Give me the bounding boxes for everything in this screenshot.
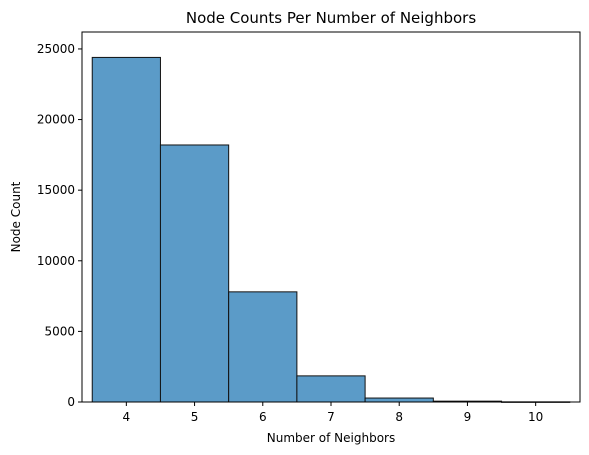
chart-title: Node Counts Per Number of Neighbors xyxy=(186,9,476,27)
x-axis-label: Number of Neighbors xyxy=(267,431,395,445)
bar-8 xyxy=(364,397,434,403)
bar-5 xyxy=(159,144,230,403)
x-tick-label: 6 xyxy=(259,410,267,424)
y-tick-label: 15000 xyxy=(37,183,75,197)
x-tick-label: 7 xyxy=(327,410,335,424)
y-tick-label: 10000 xyxy=(37,254,75,268)
x-axis: 4 5 6 7 8 9 10 xyxy=(123,402,543,424)
bar-6 xyxy=(228,291,298,403)
y-axis: 0 5000 10000 15000 20000 25000 xyxy=(37,42,82,409)
y-axis-label: Node Count xyxy=(9,181,23,252)
bar-7 xyxy=(296,375,366,403)
x-tick-label: 9 xyxy=(464,410,472,424)
y-tick-label: 20000 xyxy=(37,113,75,127)
x-tick-label: 10 xyxy=(528,410,543,424)
y-tick-label: 0 xyxy=(67,395,75,409)
x-tick-label: 4 xyxy=(123,410,131,424)
x-tick-label: 5 xyxy=(191,410,199,424)
bar-4 xyxy=(91,56,161,403)
y-tick-label: 25000 xyxy=(37,42,75,56)
x-tick-label: 8 xyxy=(395,410,403,424)
y-tick-label: 5000 xyxy=(44,324,75,338)
bars-group xyxy=(91,56,571,403)
